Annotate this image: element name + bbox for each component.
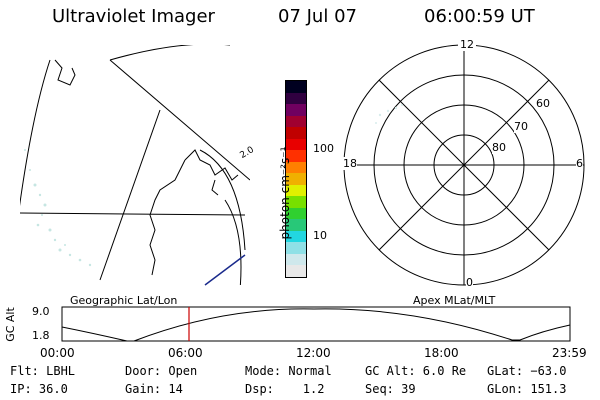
status-ip: IP: 36.0 xyxy=(10,382,68,396)
mlt-label-0: 0 xyxy=(466,276,473,289)
altitude-tick-9: 9.0 xyxy=(32,305,50,318)
altitude-plot xyxy=(61,306,571,342)
lat-arc xyxy=(224,199,242,285)
colorbar-segment xyxy=(286,253,306,266)
colorbar-segment xyxy=(286,173,306,185)
altitude-tick-1.8: 1.8 xyxy=(32,329,50,342)
colorbar-segment xyxy=(286,92,306,105)
status-filter: Flt: LBHL xyxy=(10,364,76,378)
colorbar-segment xyxy=(286,184,306,197)
left-panel-caption: Geographic Lat/Lon xyxy=(70,294,178,307)
coastline xyxy=(184,149,239,181)
coastline xyxy=(149,159,186,276)
status-seq: Seq: 39 xyxy=(365,382,416,396)
x-tick-0000: 00:00 xyxy=(40,346,75,360)
polar-emission xyxy=(375,104,403,124)
colorbar-segment xyxy=(286,230,306,243)
date: 07 Jul 07 xyxy=(278,6,357,27)
x-tick-1800: 18:00 xyxy=(424,346,459,360)
status-dsp: Dsp: 1.2 xyxy=(245,382,325,396)
mlat-label-70: 70 xyxy=(514,120,528,133)
x-tick-0600: 06:00 xyxy=(168,346,203,360)
mlt-label-6: 6 xyxy=(576,157,583,170)
lat-arc xyxy=(20,59,51,207)
x-tick-1200: 12:00 xyxy=(296,346,331,360)
status-mode: Mode: Normal xyxy=(245,364,332,378)
colorbar-segment xyxy=(286,161,306,174)
colorbar-segment xyxy=(286,150,306,162)
colorbar-segment xyxy=(286,80,306,93)
colorbar-segment xyxy=(286,115,306,128)
right-panel-caption: Apex MLat/MLT xyxy=(413,294,496,307)
mlat-label-60: 60 xyxy=(536,97,550,110)
altitude-axis-label: GC Alt xyxy=(3,307,17,342)
status-door: Door: Open xyxy=(125,364,198,378)
coastline xyxy=(211,179,219,196)
colorbar-segment xyxy=(286,127,306,139)
geographic-map xyxy=(20,45,250,286)
terminator-line xyxy=(204,254,246,286)
polar-plot xyxy=(343,44,585,286)
colorbar-segment xyxy=(286,265,306,277)
colorbar-segment xyxy=(286,242,306,254)
lat-arc xyxy=(199,149,246,251)
coastline xyxy=(54,59,76,86)
colorbar-segment xyxy=(286,219,306,231)
lat-arc xyxy=(109,45,230,61)
colorbar-segment xyxy=(286,207,306,220)
status-gc-alt: GC Alt: 6.0 Re xyxy=(365,364,467,378)
mlt-label-18: 18 xyxy=(343,157,357,170)
colorbar-segment xyxy=(286,196,306,208)
aurora-emission xyxy=(24,149,92,267)
status-gain: Gain: 14 xyxy=(125,382,183,396)
colorbar-tick-10: 10 xyxy=(313,229,327,242)
colorbar-segment xyxy=(286,138,306,151)
status-glon: GLon: 151.3 xyxy=(487,382,567,396)
mlt-label-12: 12 xyxy=(458,38,476,51)
colorbar-unit-label: photon cm⁻²s⁻¹ xyxy=(278,146,292,240)
colorbar-tick-100: 100 xyxy=(313,142,334,155)
title: Ultraviolet Imager xyxy=(52,6,215,27)
mlt-line-diag xyxy=(378,79,550,251)
altitude-curve xyxy=(61,308,571,342)
status-glat: GLat: −63.0 xyxy=(487,364,567,378)
meridian xyxy=(99,109,161,281)
colorbar-segment xyxy=(286,104,306,116)
altitude-plot-frame xyxy=(61,306,571,342)
colorbar xyxy=(285,80,307,278)
time: 06:00:59 UT xyxy=(424,6,535,27)
x-tick-2359: 23:59 xyxy=(552,346,587,360)
lat-line xyxy=(20,212,246,216)
meridian xyxy=(109,59,250,181)
mlat-label-80: 80 xyxy=(492,141,506,154)
